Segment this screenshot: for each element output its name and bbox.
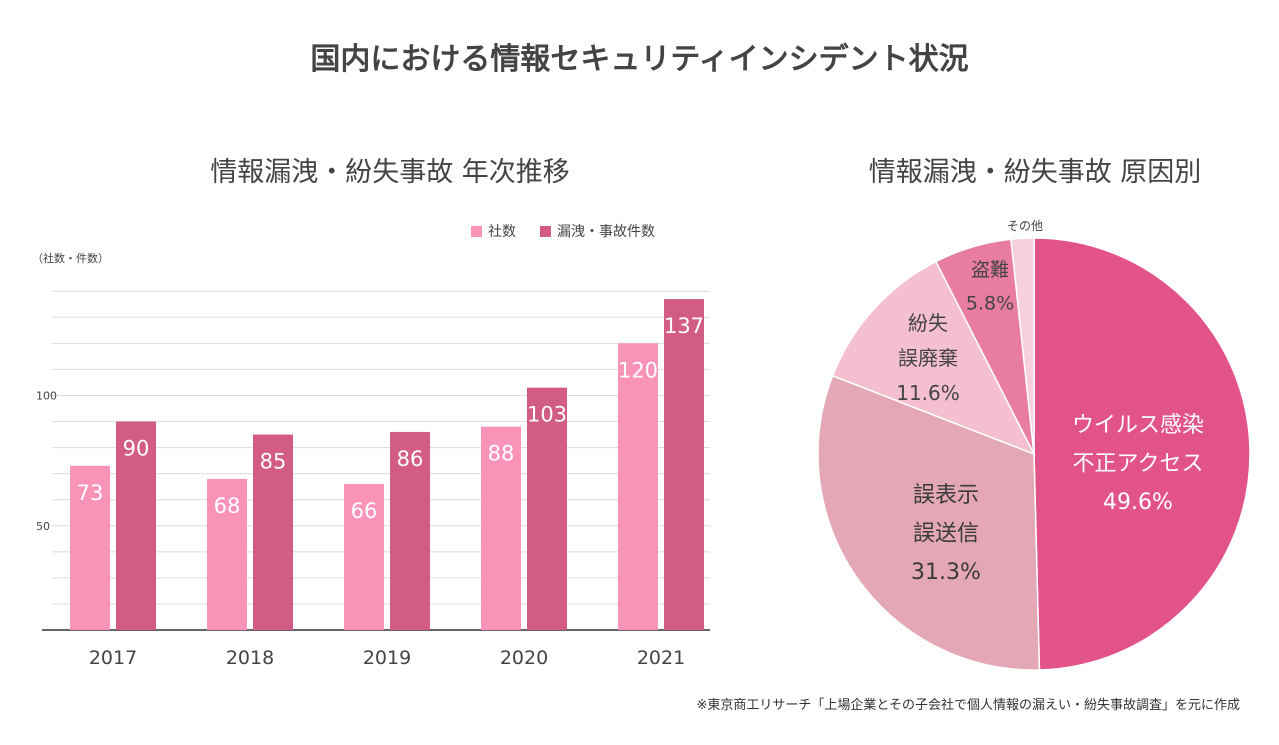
bar-data-label: 73 [77,481,104,505]
pie-slice-2 [831,260,1036,456]
x-tick-label: 2018 [226,647,274,669]
pie-slice-0 [1033,237,1251,671]
bar-companies-2021 [618,343,658,630]
y-tick-label: 50 [36,520,50,533]
bar-incidents-2019 [390,431,430,630]
bar-data-label: 103 [527,403,567,427]
x-tick-label: 2020 [500,647,548,669]
legend-label-companies: 社数 [488,224,516,240]
pie-slice-pct-label: 31.3% [911,560,981,585]
bar-incidents-2021 [664,299,704,630]
pie-slice-4 [1010,237,1035,455]
bar-data-label: 86 [397,447,424,471]
legend-item-companies: 社数 [471,221,516,241]
bar-data-label: 66 [351,499,378,523]
pie-slice-label: その他 [1007,219,1043,233]
legend-label-incidents: 漏洩・事故件数 [557,224,655,240]
pie-slice-label: 誤表示 [913,483,979,508]
x-tick-label: 2017 [89,647,137,669]
x-tick-label: 2021 [637,647,685,669]
bar-incidents-2020 [527,387,567,630]
bar-data-label: 120 [618,358,658,382]
pie-slice-pct-label: 5.8% [966,292,1014,314]
pie-slice-1 [817,374,1041,671]
y-tick-label: 100 [36,389,57,402]
bar-chart-legend: 社数 漏洩・事故件数 [471,221,655,241]
bar-data-label: 85 [260,450,287,474]
bar-companies-2019 [344,484,384,630]
pie-slice-label: 誤廃棄 [898,346,958,370]
source-note: ※東京商工リサーチ「上場企業とその子会社で個人情報の漏えい・紛失事故調査」を元に… [696,698,1240,713]
legend-swatch-companies [471,225,482,237]
bar-data-label: 88 [488,442,515,466]
pie-chart-title: 情報漏洩・紛失事故 原因別 [868,157,1202,188]
pie-slice-pct-label: 11.6% [896,381,960,405]
y-axis-unit-label: （社数・件数） [32,252,109,265]
pie-slice-label: 盗難 [971,259,1009,281]
x-tick-label: 2019 [363,647,411,669]
bar-chart-title: 情報漏洩・紛失事故 年次推移 [210,157,570,188]
pie-slice-pct-label: 49.6% [1103,490,1173,515]
bar-companies-2018 [207,478,247,630]
bar-companies-2020 [481,426,521,630]
legend-item-incidents: 漏洩・事故件数 [540,221,655,241]
bar-companies-2017 [70,465,110,630]
legend-swatch-incidents [540,225,551,237]
bar-data-label: 137 [664,314,704,338]
pie-slice-label: 誤送信 [913,522,979,547]
pie-slice-label: 不正アクセス [1073,452,1204,477]
pie-slice-label: ウイルス感染 [1072,413,1204,438]
page-title: 国内における情報セキュリティインシデント状況 [310,42,969,77]
bar-incidents-2018 [253,434,293,630]
bar-incidents-2017 [116,421,156,630]
pie-slice-label: 紛失 [908,311,948,335]
bar-data-label: 68 [214,494,241,518]
bar-data-label: 90 [123,437,150,461]
